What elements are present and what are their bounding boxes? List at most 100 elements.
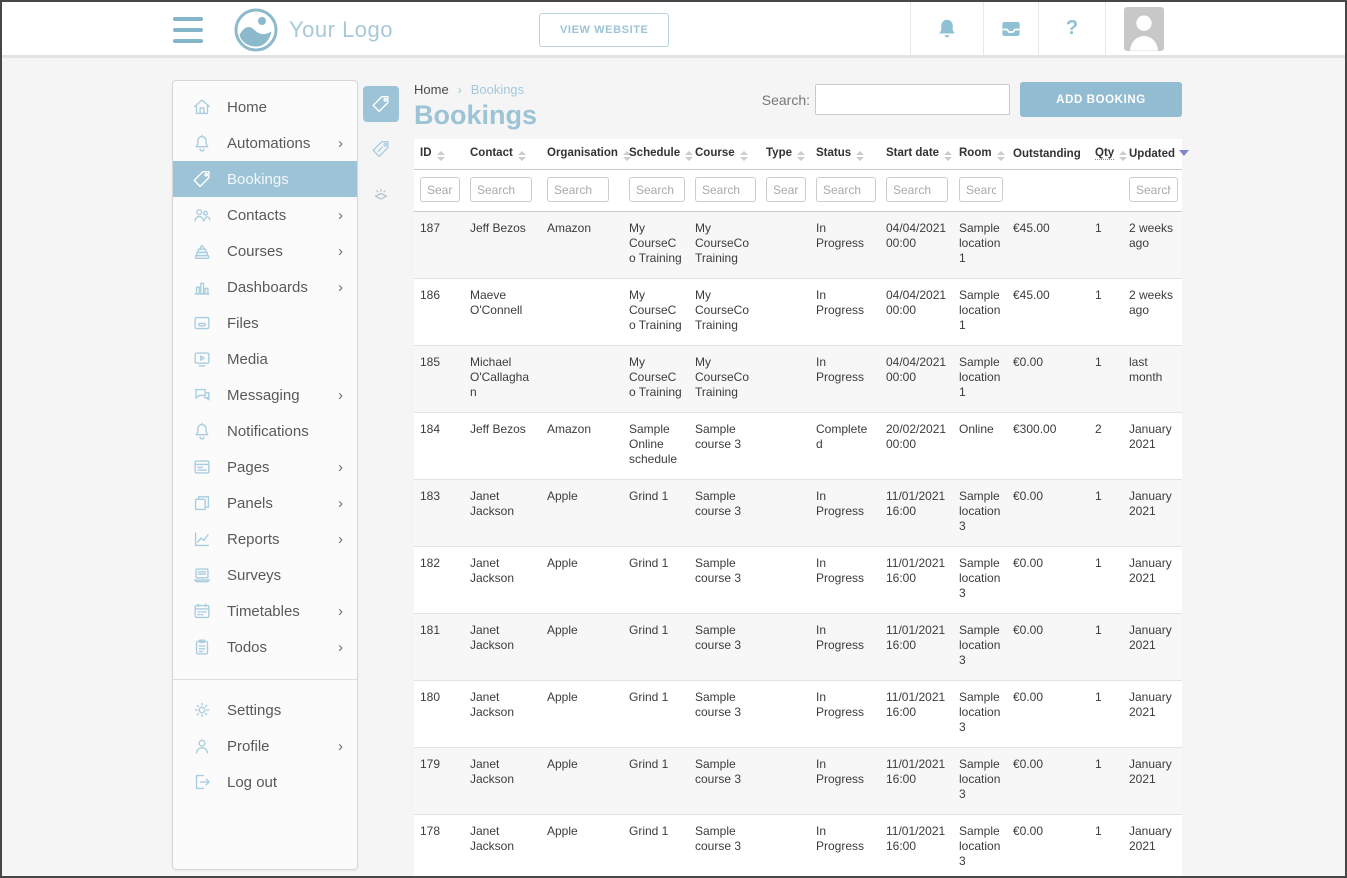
- sidebar-item-reports[interactable]: Reports ›: [173, 521, 357, 557]
- cell-course: My CourseCo Training: [695, 221, 750, 265]
- promotion-tag-icon: [370, 183, 392, 205]
- column-header-type[interactable]: Type: [760, 139, 810, 170]
- sidebar-item-profile[interactable]: Profile ›: [173, 728, 357, 764]
- column-label: Status: [816, 147, 852, 159]
- cell-updated: January 2021: [1123, 546, 1182, 614]
- cell-updated: January 2021: [1123, 814, 1182, 876]
- filter-cell-id: [414, 169, 464, 212]
- notifications-button[interactable]: [910, 2, 983, 55]
- column-header-organisation[interactable]: Organisation: [541, 139, 631, 170]
- column-label: Course: [695, 147, 735, 159]
- sidebar-item-automations[interactable]: Automations ›: [173, 125, 357, 161]
- table-row[interactable]: 185 Michael O'Callaghan My CourseCo Traini…: [414, 345, 1182, 413]
- brand-logo[interactable]: Your Logo: [233, 7, 393, 53]
- filter-input-room[interactable]: [959, 177, 1003, 202]
- column-header-qty[interactable]: Qty: [1089, 139, 1128, 170]
- filter-input-type[interactable]: [766, 177, 806, 202]
- sort-icon: [517, 151, 526, 161]
- filter-input-status[interactable]: [816, 177, 876, 202]
- sidebar-item-surveys[interactable]: Surveys: [173, 557, 357, 593]
- filter-input-start-date[interactable]: [886, 177, 948, 202]
- column-label: Schedule: [629, 147, 681, 159]
- table-row[interactable]: 181 Janet Jackson Apple Grind 1 Sample cours…: [414, 613, 1182, 681]
- books-icon: [191, 240, 213, 262]
- column-header-course[interactable]: Course: [689, 139, 760, 170]
- filter-input-contact[interactable]: [470, 177, 532, 202]
- sidebar-item-settings[interactable]: Settings: [173, 692, 357, 728]
- sidebar-item-panels[interactable]: Panels ›: [173, 485, 357, 521]
- table-row[interactable]: 186 Maeve O'Connell My CourseCo Training My…: [414, 278, 1182, 346]
- bookings-table: ID Contact Organisation Schedule Course Type S…: [414, 139, 1189, 876]
- filter-input-updated[interactable]: [1129, 177, 1178, 202]
- cell-room: Sample location 3: [953, 479, 1007, 547]
- media-icon: [191, 348, 213, 370]
- column-header-start-date[interactable]: Start date: [880, 139, 953, 170]
- global-search-input[interactable]: [815, 84, 1010, 115]
- user-menu[interactable]: [1105, 2, 1345, 55]
- column-header-room[interactable]: Room: [953, 139, 1007, 170]
- cell-type: [760, 212, 810, 279]
- cell-type: [760, 546, 810, 614]
- breadcrumb-home-link[interactable]: Home: [414, 82, 449, 97]
- sidebar-item-messaging[interactable]: Messaging ›: [173, 377, 357, 413]
- filter-input-schedule[interactable]: [629, 177, 685, 202]
- cell-type: [760, 278, 810, 346]
- sidebar-item-label: Messaging: [227, 386, 300, 404]
- filter-input-course[interactable]: [695, 177, 756, 202]
- sidebar-item-todos[interactable]: Todos ›: [173, 629, 357, 665]
- chevron-right-icon: ›: [338, 206, 343, 224]
- table-row[interactable]: 178 Janet Jackson Apple Grind 1 Sample cours…: [414, 814, 1182, 876]
- sidebar-item-label: Timetables: [227, 602, 300, 620]
- add-booking-button[interactable]: ADD BOOKING: [1020, 82, 1182, 117]
- sort-icon: [739, 151, 748, 161]
- discount-tag-icon: [370, 138, 392, 160]
- table-row[interactable]: 187 Jeff Bezos Amazon My CourseCo Training M…: [414, 211, 1182, 279]
- cell-schedule: Grind 1: [623, 747, 689, 815]
- hamburger-menu-icon[interactable]: [173, 17, 203, 43]
- cell-qty: 1: [1095, 221, 1102, 235]
- table-row[interactable]: 179 Janet Jackson Apple Grind 1 Sample cours…: [414, 747, 1182, 815]
- sidebar-item-timetables[interactable]: Timetables ›: [173, 593, 357, 629]
- sidebar-item-contacts[interactable]: Contacts ›: [173, 197, 357, 233]
- sidebar-item-media[interactable]: Media: [173, 341, 357, 377]
- cell-id: 184: [414, 412, 464, 480]
- sidebar-item-label: Surveys: [227, 566, 282, 584]
- cell-outstanding: €0.00: [1007, 747, 1089, 815]
- sidebar-item-dashboards[interactable]: Dashboards ›: [173, 269, 357, 305]
- table-row[interactable]: 180 Janet Jackson Apple Grind 1 Sample cours…: [414, 680, 1182, 748]
- column-header-outstanding[interactable]: Outstanding: [1007, 139, 1089, 170]
- mini-toolbar-promotion-tag-icon[interactable]: [363, 176, 399, 212]
- view-website-button[interactable]: VIEW WEBSITE: [539, 13, 670, 47]
- help-button[interactable]: ?: [1038, 2, 1105, 55]
- sidebar: Home Automations › Bookings Contacts › Courses…: [172, 80, 358, 870]
- table-row[interactable]: 182 Janet Jackson Apple Grind 1 Sample cours…: [414, 546, 1182, 614]
- inbox-button[interactable]: [983, 2, 1038, 55]
- chevron-right-icon: ›: [338, 278, 343, 296]
- sidebar-item-files[interactable]: Files: [173, 305, 357, 341]
- mini-toolbar-discount-tag-icon[interactable]: [363, 131, 399, 167]
- sidebar-item-notifications[interactable]: Notifications: [173, 413, 357, 449]
- column-header-contact[interactable]: Contact: [464, 139, 541, 170]
- logo-image-icon: [233, 7, 279, 53]
- sidebar-item-label: Todos: [227, 638, 268, 656]
- sidebar-item-courses[interactable]: Courses ›: [173, 233, 357, 269]
- table-row[interactable]: 184 Jeff Bezos Amazon Sample Online schedul…: [414, 412, 1182, 480]
- cell-type: [760, 814, 810, 876]
- column-header-id[interactable]: ID: [414, 139, 464, 170]
- filter-input-organisation[interactable]: [547, 177, 609, 202]
- breadcrumb-current: Bookings: [470, 82, 525, 97]
- cell-room: Sample location 1: [959, 221, 1001, 265]
- filter-input-id[interactable]: [420, 177, 460, 202]
- column-header-schedule[interactable]: Schedule: [623, 139, 694, 170]
- column-header-status[interactable]: Status: [810, 139, 880, 170]
- table-row[interactable]: 183 Janet Jackson Apple Grind 1 Sample cours…: [414, 479, 1182, 547]
- clipboard-icon: [191, 636, 213, 658]
- sidebar-item-pages[interactable]: Pages ›: [173, 449, 357, 485]
- column-header-updated[interactable]: Updated: [1123, 139, 1189, 170]
- sidebar-item-label: Log out: [227, 773, 278, 791]
- sidebar-item-home[interactable]: Home: [173, 89, 357, 125]
- sidebar-item-log-out[interactable]: Log out: [173, 764, 357, 800]
- mini-toolbar-booking-tag-icon[interactable]: [363, 86, 399, 122]
- sidebar-item-bookings[interactable]: Bookings: [173, 161, 357, 197]
- filter-cell-organisation: [541, 169, 623, 212]
